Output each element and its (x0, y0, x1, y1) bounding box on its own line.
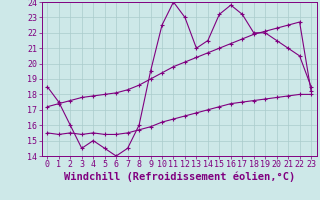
X-axis label: Windchill (Refroidissement éolien,°C): Windchill (Refroidissement éolien,°C) (64, 172, 295, 182)
